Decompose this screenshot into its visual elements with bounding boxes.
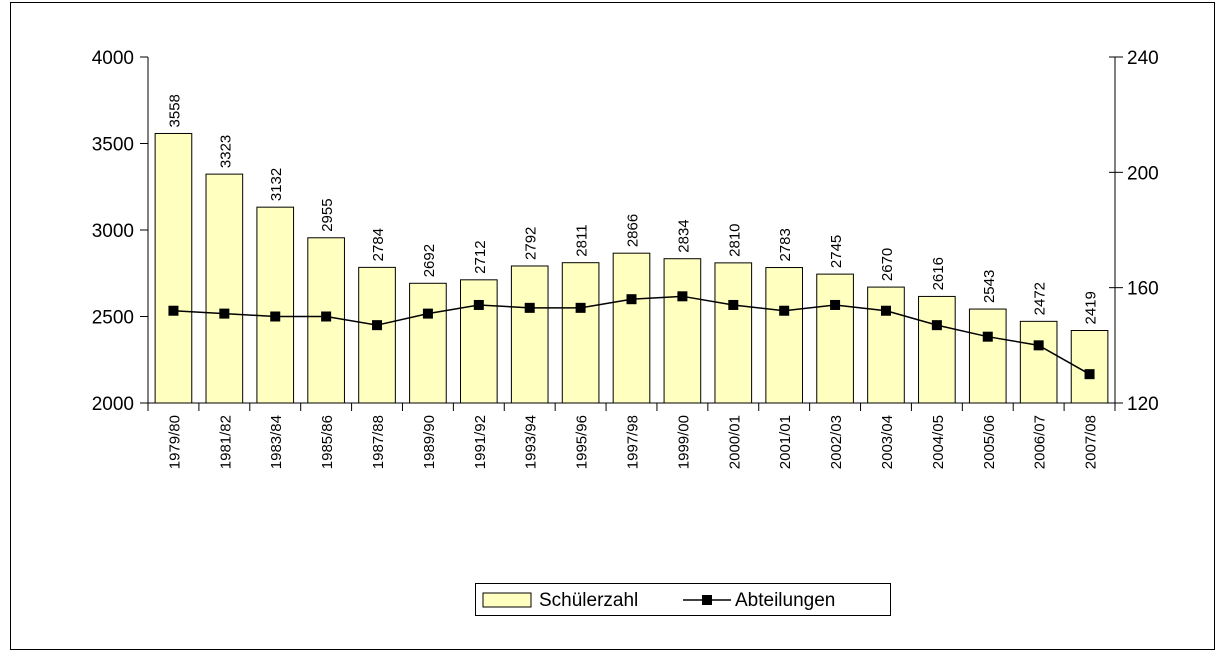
y-tick-label: 4000 — [92, 48, 134, 69]
marker — [1084, 369, 1095, 380]
x-tick-label: 2005/06 — [981, 415, 998, 469]
bar — [918, 295, 956, 404]
value-label: 2745 — [828, 235, 845, 268]
value-label: 2616 — [930, 257, 947, 290]
value-label: 2472 — [1032, 282, 1049, 315]
legend-swatch — [482, 592, 532, 608]
value-label: 2955 — [319, 198, 336, 231]
x-tick-label: 2003/04 — [879, 415, 896, 469]
bar — [409, 282, 447, 404]
bar — [154, 132, 193, 404]
y2-tick-label: 240 — [1127, 48, 1159, 69]
value-label: 2712 — [472, 240, 489, 273]
marker — [422, 308, 433, 319]
legend-marker — [702, 595, 712, 605]
marker — [626, 294, 637, 305]
x-tick-label: 1995/96 — [574, 415, 591, 469]
bar — [765, 267, 804, 404]
marker — [219, 308, 230, 319]
y2-tick-label: 200 — [1127, 163, 1159, 184]
bar — [867, 286, 905, 404]
value-label: 2783 — [777, 228, 794, 261]
x-tick-label: 2001/01 — [777, 415, 794, 469]
marker — [524, 302, 535, 313]
legend-label: Schülerzahl — [539, 590, 638, 611]
x-tick-label: 1991/92 — [472, 415, 489, 469]
x-tick-label: 1987/88 — [370, 415, 387, 469]
value-label: 2792 — [523, 227, 540, 260]
bar — [510, 265, 549, 404]
bar — [663, 258, 702, 404]
bar — [256, 206, 295, 404]
bar — [612, 252, 651, 404]
marker — [473, 299, 484, 310]
bar — [1019, 320, 1058, 404]
value-label: 2419 — [1083, 291, 1100, 324]
value-label: 2811 — [574, 224, 591, 256]
x-tick-label: 1979/80 — [166, 415, 183, 469]
marker — [779, 305, 790, 316]
value-label: 2692 — [421, 244, 438, 277]
value-label: 3132 — [268, 168, 285, 201]
marker — [728, 299, 739, 310]
value-label: 3558 — [166, 94, 183, 127]
x-tick-label: 1983/84 — [268, 415, 285, 469]
bar — [816, 273, 854, 404]
bar — [459, 279, 498, 404]
value-label: 2810 — [726, 223, 743, 256]
x-tick-label: 1981/82 — [217, 415, 234, 469]
x-tick-label: 2000/01 — [726, 415, 743, 469]
y-tick-label: 2500 — [92, 308, 134, 329]
bar — [561, 262, 600, 404]
marker — [830, 299, 841, 310]
value-label: 2543 — [981, 270, 998, 303]
y-tick-label: 3000 — [92, 221, 134, 242]
value-label: 2834 — [675, 219, 692, 252]
marker — [575, 302, 586, 313]
value-label: 2670 — [879, 248, 896, 281]
y2-tick-label: 160 — [1127, 279, 1159, 300]
y-tick-label: 2000 — [92, 394, 134, 415]
x-tick-label: 2006/07 — [1032, 415, 1049, 469]
legend-label: Abteilungen — [735, 590, 835, 611]
marker — [677, 291, 688, 302]
bar — [968, 308, 1007, 404]
bar — [205, 173, 244, 404]
marker — [931, 320, 942, 331]
value-label: 3323 — [217, 135, 234, 168]
x-tick-label: 1985/86 — [319, 415, 336, 469]
bar — [714, 262, 753, 404]
marker — [1033, 340, 1044, 351]
value-label: 2784 — [370, 228, 387, 261]
x-tick-label: 1989/90 — [421, 415, 438, 469]
value-label: 2866 — [625, 214, 642, 247]
x-tick-label: 2002/03 — [828, 415, 845, 469]
x-tick-label: 1993/94 — [523, 415, 540, 469]
marker — [270, 311, 281, 322]
marker — [880, 305, 891, 316]
marker — [372, 320, 383, 331]
x-tick-label: 1999/00 — [675, 415, 692, 469]
y-tick-label: 3500 — [92, 135, 134, 156]
marker — [321, 311, 332, 322]
marker — [168, 305, 179, 316]
bar — [358, 266, 396, 404]
x-tick-label: 2004/05 — [930, 415, 947, 469]
y2-tick-label: 120 — [1127, 394, 1159, 415]
x-tick-label: 2007/08 — [1083, 415, 1100, 469]
marker — [982, 331, 993, 342]
x-tick-label: 1997/98 — [625, 415, 642, 469]
